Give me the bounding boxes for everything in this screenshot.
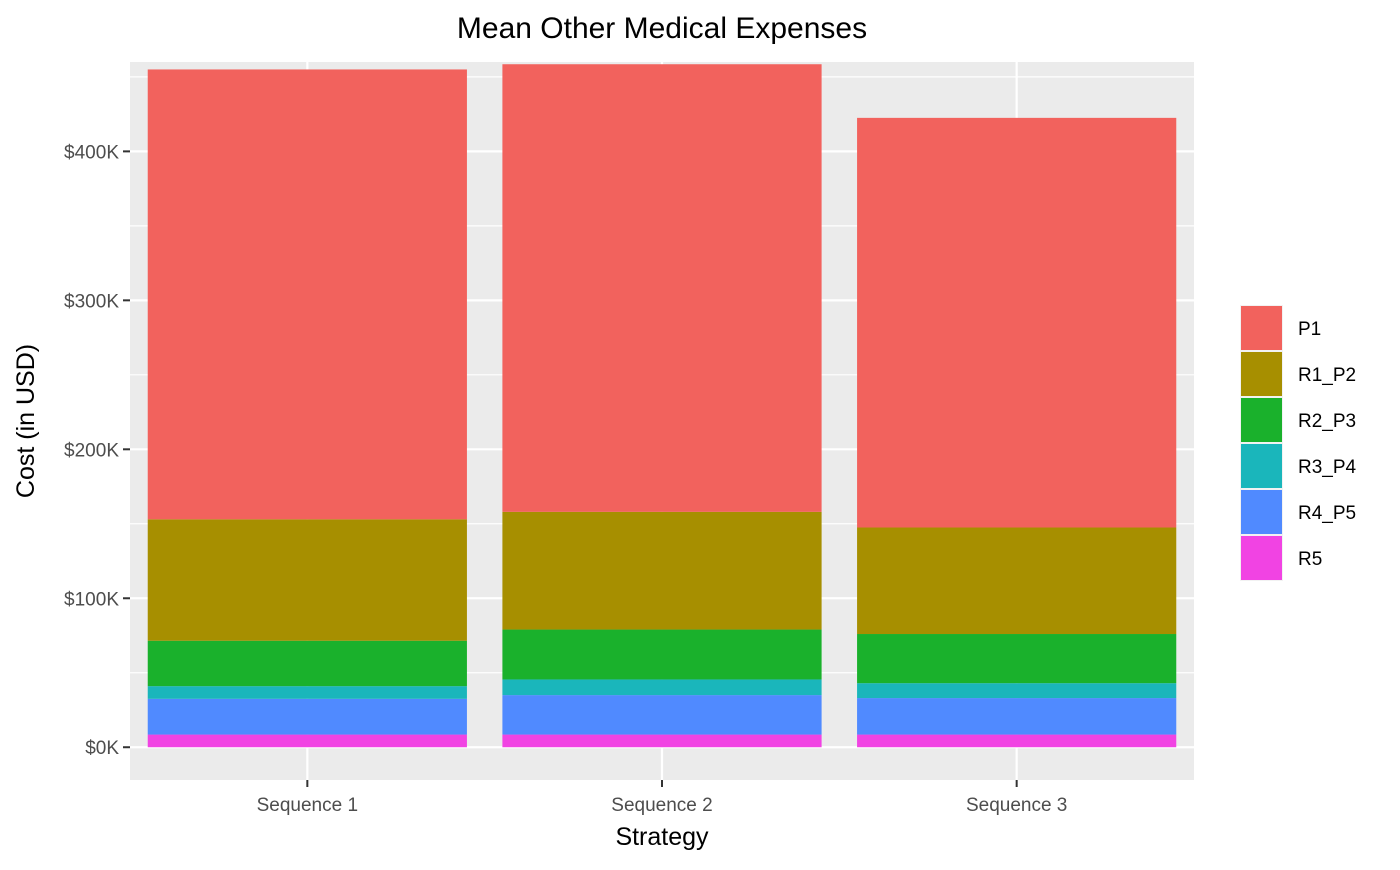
bar-segment-r5-3 — [857, 734, 1177, 748]
bar-segment-r3-p4-2 — [502, 679, 822, 696]
bar-segment-r1-p2-1 — [147, 519, 467, 641]
legend: P1 R1_P2 R2_P3 R3_P4 R4_P5 R5 — [1240, 305, 1357, 581]
bar-segment-r2-p3-2 — [502, 629, 822, 680]
y-tick-label: $100K — [64, 589, 119, 610]
bar-segment-r4-p5-1 — [147, 698, 467, 735]
bar-segment-r5-2 — [502, 734, 822, 748]
legend-label: R5 — [1298, 549, 1322, 570]
chart-title: Mean Other Medical Expenses — [457, 12, 867, 45]
legend-label: R3_P4 — [1298, 457, 1357, 478]
legend-label: R1_P2 — [1298, 365, 1356, 386]
bars — [147, 64, 1177, 748]
bar-segment-p1-1 — [147, 69, 467, 520]
y-tick-label: $0K — [85, 738, 119, 759]
x-axis: Sequence 1 Sequence 2 Sequence 3 — [257, 780, 1067, 816]
bar-segment-r5-1 — [147, 734, 467, 748]
y-tick-label: $400K — [64, 142, 119, 163]
y-tick-label: $200K — [64, 440, 119, 461]
legend-label: P1 — [1298, 319, 1321, 340]
legend-swatch-r1-p2 — [1241, 352, 1282, 396]
bar-segment-r4-p5-3 — [857, 698, 1177, 735]
x-tick-label: Sequence 2 — [611, 795, 712, 816]
bar-segment-r3-p4-1 — [147, 686, 467, 699]
legend-swatch-p1 — [1241, 306, 1282, 350]
bar-segment-r3-p4-3 — [857, 683, 1177, 699]
x-axis-label: Strategy — [615, 823, 709, 851]
legend-swatch-r4-p5 — [1241, 490, 1282, 534]
legend-swatch-r2-p3 — [1241, 398, 1282, 442]
y-axis: $0K $100K $200K $300K $400K — [64, 142, 130, 759]
y-axis-label: Cost (in USD) — [12, 344, 40, 498]
bar-segment-r1-p2-3 — [857, 527, 1177, 635]
bar-segment-p1-3 — [857, 117, 1177, 528]
bar-segment-p1-2 — [502, 64, 822, 512]
legend-label: R4_P5 — [1298, 503, 1356, 524]
bar-segment-r2-p3-1 — [147, 640, 467, 687]
x-tick-label: Sequence 3 — [966, 795, 1067, 816]
legend-swatch-r5 — [1241, 536, 1282, 580]
legend-swatch-r3-p4 — [1241, 444, 1282, 488]
bar-segment-r4-p5-2 — [502, 695, 822, 735]
bar-segment-r2-p3-3 — [857, 634, 1177, 684]
legend-label: R2_P3 — [1298, 411, 1356, 432]
x-tick-label: Sequence 1 — [257, 795, 358, 816]
bar-segment-r1-p2-2 — [502, 511, 822, 630]
y-tick-label: $300K — [64, 291, 119, 312]
